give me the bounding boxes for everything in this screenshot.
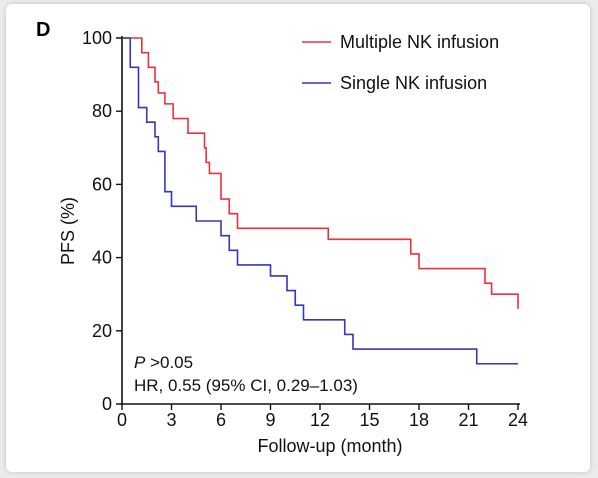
hazard-ratio-annotation: HR, 0.55 (95% CI, 0.29–1.03) (134, 376, 358, 395)
x-axis-title: Follow-up (month) (257, 436, 402, 456)
y-tick-label: 60 (92, 174, 112, 194)
km-curve-single (122, 37, 518, 365)
p-symbol: P (134, 353, 146, 372)
y-tick-label: 20 (92, 321, 112, 341)
x-tick-label: 3 (166, 410, 176, 430)
x-tick-label: 9 (265, 410, 275, 430)
km-chart: D 0 20 40 60 80 100 0 3 6 9 12 15 18 21 24 Follow-up (mo… (36, 19, 528, 456)
p-value-annotation: P >0.05 (134, 353, 193, 372)
x-tick-label: 6 (216, 410, 226, 430)
x-tick-label: 21 (458, 410, 478, 430)
km-curve-multiple (122, 37, 519, 309)
y-tick-label: 100 (82, 28, 112, 48)
y-tick-label: 80 (92, 101, 112, 121)
y-tick-label: 0 (102, 394, 112, 414)
figure-card: D 0 20 40 60 80 100 0 3 6 9 12 15 18 21 24 Follow-up (mo… (6, 4, 590, 472)
legend-label: Single NK infusion (340, 73, 487, 93)
y-axis-title: PFS (%) (58, 197, 78, 265)
x-tick-label: 12 (310, 410, 330, 430)
p-value: >0.05 (145, 353, 193, 372)
x-tick-label: 24 (508, 410, 528, 430)
y-tick-label: 40 (92, 248, 112, 268)
panel-letter: D (36, 19, 50, 41)
x-tick-label: 0 (117, 410, 127, 430)
x-tick-label: 18 (409, 410, 429, 430)
x-tick-label: 15 (359, 410, 379, 430)
legend-label: Multiple NK infusion (340, 32, 499, 52)
